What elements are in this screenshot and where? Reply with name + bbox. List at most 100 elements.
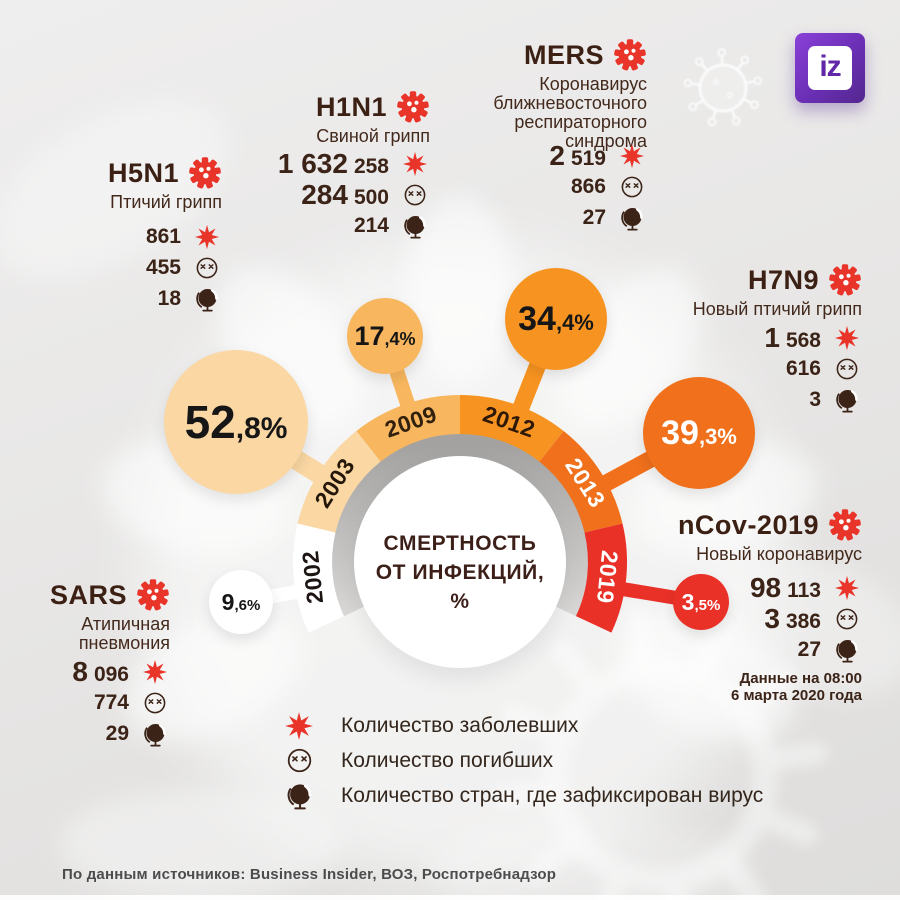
virus-header: SARS xyxy=(50,578,170,612)
stat-icon-wrap xyxy=(140,691,170,715)
stat-row-dead: 455 xyxy=(146,252,222,283)
virus-name: H5N1 xyxy=(107,158,179,188)
stat-value: 214 xyxy=(354,214,389,238)
stat-icon-wrap xyxy=(617,175,647,199)
legend-label: Количество погибших xyxy=(341,748,554,772)
stat-value: 27 xyxy=(798,638,821,662)
stat-value: 284 500 xyxy=(301,179,389,211)
mortality-bubble-2012: 34,4% xyxy=(505,268,607,370)
stat-value-remainder: 861 xyxy=(145,224,181,248)
infected-icon xyxy=(834,575,860,601)
stat-icon-wrap xyxy=(617,204,647,232)
virus-subtitle: Коронавирус ближневосточного респираторн… xyxy=(493,74,647,151)
mortality-value-decimal: ,3% xyxy=(698,423,737,449)
mortality-value-main: 17 xyxy=(354,320,385,351)
virus-name: H1N1 xyxy=(315,92,387,122)
stat-icon-wrap xyxy=(832,575,862,601)
virus-subtitle: Новый коронавирус xyxy=(696,544,862,564)
dead-icon xyxy=(835,357,859,381)
iz-logo: iz xyxy=(795,33,865,103)
stat-value: 18 xyxy=(158,287,181,311)
mortality-value: 3,5% xyxy=(682,589,721,616)
legend-label: Количество стран, где зафиксирован вирус xyxy=(341,783,764,807)
infected-icon xyxy=(619,143,645,169)
inner-gray-ring xyxy=(330,432,590,617)
virus-block-h5n1: H5N1 Птичий грипп 861 455 18 xyxy=(108,156,222,212)
virus-subtitle: Птичий грипп xyxy=(110,192,222,212)
stat-value-remainder: 258 xyxy=(353,154,389,178)
stat-icon-wrap xyxy=(832,607,862,631)
mortality-value: 9,6% xyxy=(222,589,261,616)
virus-name: SARS xyxy=(49,580,127,610)
virus-stats: 861 455 18 xyxy=(146,221,222,314)
mortality-bubble-2009: 17,4% xyxy=(347,298,423,374)
stat-value: 866 xyxy=(571,175,606,199)
stat-icon-wrap xyxy=(192,285,222,313)
stat-value-thousands: 1 xyxy=(764,321,780,353)
virus-name: H7N9 xyxy=(747,265,819,295)
virus-icon-wrap xyxy=(136,578,170,612)
stat-row-dead: 616 xyxy=(764,353,862,384)
mortality-bubble-2003: 52,8% xyxy=(164,350,308,494)
data-note: Данные на 08:00 6 марта 2020 года xyxy=(731,670,862,704)
infected-icon xyxy=(834,325,860,351)
stat-value: 2 519 xyxy=(549,140,606,172)
mortality-value-main: 34 xyxy=(518,299,556,338)
virus-subtitle: Атипичная пневмония xyxy=(78,614,170,653)
virus-stats: 1 568 616 3 xyxy=(764,322,862,415)
mortality-value-decimal: ,5% xyxy=(694,596,721,614)
stat-row-infected: 8 096 xyxy=(72,656,170,687)
segment-2019 xyxy=(576,523,628,633)
virus-icon xyxy=(828,508,862,542)
stat-icon-wrap xyxy=(832,386,862,414)
virus-icon-wrap xyxy=(396,90,430,124)
stat-value-thousands: 284 xyxy=(301,178,348,210)
stat-value: 27 xyxy=(583,206,606,230)
stat-value-remainder: 386 xyxy=(785,609,821,633)
mortality-bubble-2019: 3,5% xyxy=(673,574,729,630)
stat-value: 3 386 xyxy=(764,603,821,635)
stat-value-remainder: 113 xyxy=(787,578,821,602)
virus-header: H1N1 xyxy=(316,90,430,124)
dead-icon xyxy=(620,175,644,199)
stat-value: 29 xyxy=(106,722,129,746)
mortality-bubble-2002: 9,6% xyxy=(209,570,273,634)
stat-value: 616 xyxy=(786,357,821,381)
infected-icon xyxy=(284,711,314,741)
stat-value-thousands: 1 632 xyxy=(277,147,348,179)
stat-value-remainder: 568 xyxy=(785,328,821,352)
virus-block-sars: SARS Атипичная пневмония 8 096 774 29 xyxy=(50,578,170,653)
globe-icon xyxy=(284,780,315,811)
stat-value-thousands: 3 xyxy=(764,602,780,634)
virus-stats: 98 113 3 386 27 xyxy=(750,572,862,665)
year-label-2019: 2019 xyxy=(592,549,624,605)
segment-2012 xyxy=(460,395,564,462)
dead-icon xyxy=(195,256,219,280)
stat-value-remainder: 27 xyxy=(797,637,821,661)
virus-icon xyxy=(396,90,430,124)
stat-row-globe: 29 xyxy=(72,718,170,749)
stat-row-dead: 284 500 xyxy=(278,179,430,210)
dead-icon xyxy=(835,607,859,631)
virus-icon xyxy=(136,578,170,612)
virus-name: nCov-2019 xyxy=(677,510,819,540)
iz-logo-frame: iz xyxy=(808,46,852,90)
infected-icon xyxy=(142,659,168,685)
stat-value-remainder: 500 xyxy=(353,185,389,209)
virus-icon xyxy=(828,263,862,297)
globe-icon xyxy=(401,212,429,240)
stat-icon-wrap xyxy=(832,357,862,381)
chart-title-line: СМЕРТНОСТЬ xyxy=(383,531,537,555)
stat-value-thousands: 2 xyxy=(549,139,565,171)
virus-stats: 8 096 774 29 xyxy=(72,656,170,749)
virus-icon-wrap xyxy=(613,38,647,72)
dead-icon xyxy=(403,183,427,207)
virus-icon xyxy=(613,38,647,72)
legend-row-dead: Количество погибших xyxy=(283,743,763,778)
legend-row-infected: Количество заболевших xyxy=(283,708,763,743)
legend-label: Количество заболевших xyxy=(341,713,579,737)
stat-value: 3 xyxy=(809,388,821,412)
mortality-value: 34,4% xyxy=(518,300,594,339)
stat-icon-wrap xyxy=(617,143,647,169)
